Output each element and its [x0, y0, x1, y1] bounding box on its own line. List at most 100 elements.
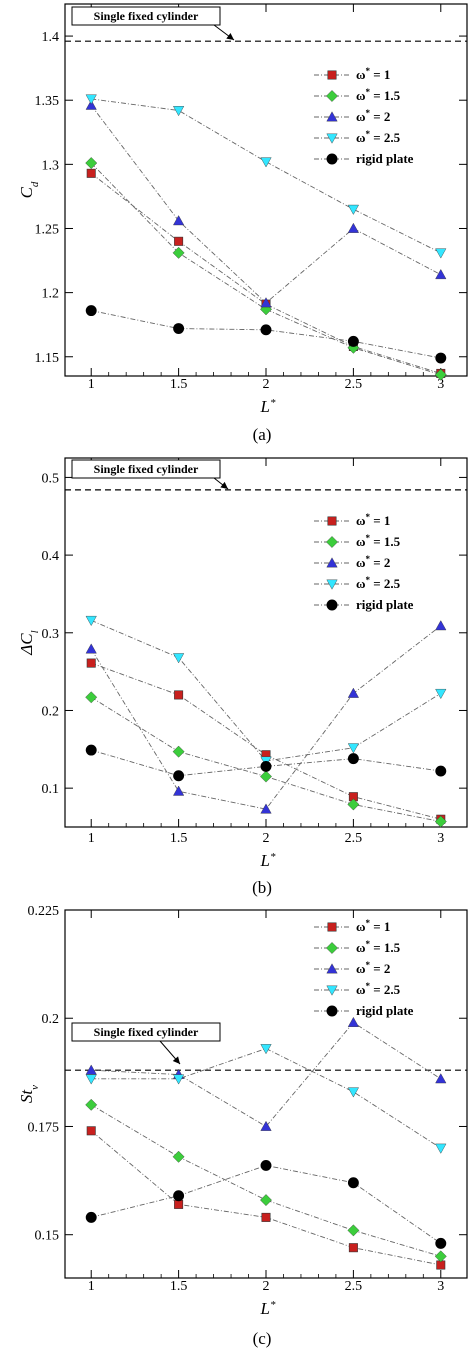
data-point-triangle-down — [347, 743, 359, 754]
data-point-triangle-up — [347, 222, 359, 233]
text-part: = 1 — [370, 67, 390, 82]
data-point-circle — [173, 323, 185, 334]
legend-label: ω* = 1 — [356, 66, 390, 82]
reference-label-box — [71, 459, 221, 479]
data-point-square — [86, 168, 96, 178]
text-part: = 2 — [370, 109, 390, 124]
legend-label: rigid plate — [356, 597, 414, 612]
legend-label: rigid plate — [356, 1003, 414, 1018]
text-part: = 1 — [370, 513, 390, 528]
data-point-square — [261, 1212, 271, 1222]
text-part: = 2.5 — [370, 130, 401, 145]
x-tick-label: 1 — [88, 831, 95, 846]
data-point-triangle-up — [347, 1016, 359, 1027]
legend-label: ω* = 1.5 — [356, 533, 401, 549]
superscript-star: * — [366, 939, 371, 949]
label-subscript: d — [29, 181, 41, 187]
data-point-diamond — [434, 368, 447, 381]
label-base: St — [17, 1089, 36, 1104]
data-point-triangle-up — [347, 687, 359, 698]
y-tick-label: 0.5 — [42, 471, 60, 486]
y-tick-label: 0.175 — [28, 1120, 60, 1135]
reference-arrow-head — [220, 481, 228, 489]
data-point-triangle-down — [326, 985, 338, 996]
text-part: = 1.5 — [370, 88, 401, 103]
panel-caption: (c) — [253, 1329, 272, 1348]
data-point-triangle-down — [260, 1044, 272, 1055]
x-tick-label: 3 — [437, 831, 444, 846]
data-point-diamond — [172, 1150, 185, 1163]
x-axis-label: L* — [260, 851, 276, 870]
x-tick-label: 3 — [437, 1279, 444, 1294]
data-point-diamond — [260, 770, 272, 783]
data-point-circle — [260, 760, 272, 772]
y-axis-label: ΔCl — [17, 630, 41, 655]
data-point-square — [86, 658, 96, 668]
series-line — [90, 625, 442, 810]
reference-label-box — [71, 6, 221, 26]
legend-label: ω* = 2.5 — [356, 129, 401, 145]
x-tick-label: 1 — [88, 1279, 95, 1294]
data-point-circle — [326, 153, 338, 165]
data-point-triangle-up — [260, 297, 272, 308]
data-point-triangle-up — [260, 1120, 272, 1131]
data-point-triangle-down — [347, 204, 359, 215]
y-tick-label: 1.4 — [42, 30, 60, 45]
series-line — [91, 98, 441, 254]
legend-label: ω* = 2.5 — [356, 981, 401, 997]
text-part: ω — [356, 109, 366, 124]
data-point-square — [348, 1243, 358, 1253]
superscript-star: * — [270, 851, 276, 863]
data-point-circle — [85, 305, 97, 317]
text-part: = 2.5 — [370, 982, 401, 997]
data-point-triangle-down — [435, 248, 447, 259]
y-axis-label: Stv — [17, 1085, 41, 1103]
data-point-circle — [260, 1159, 272, 1171]
data-point-triangle-up — [260, 803, 272, 814]
text-part: ω — [356, 940, 366, 955]
text-part: = 1.5 — [370, 534, 401, 549]
reference-label: Single fixed cylinder — [94, 1025, 199, 1039]
superscript-star: * — [366, 960, 371, 970]
y-tick-label: 0.225 — [28, 904, 60, 919]
x-tick-label: 2 — [263, 831, 270, 846]
chart-panel-3: 1 1.5 2 2.5 30.150.1750.20.225StvL*(c)Single… — [17, 904, 468, 1348]
text-part: L — [260, 1299, 270, 1318]
data-point-circle — [347, 753, 359, 765]
x-tick-label: 2 — [263, 377, 270, 392]
series-line — [91, 619, 442, 762]
legend-label: ω* = 2 — [356, 554, 390, 570]
x-tick-label: 2 — [263, 1279, 270, 1294]
data-point-triangle-down — [435, 1143, 447, 1154]
superscript-star: * — [366, 533, 371, 543]
legend-label: ω* = 2 — [356, 108, 390, 124]
data-point-diamond — [85, 157, 98, 170]
data-point-triangle-up — [85, 643, 97, 654]
x-tick-label: 1.5 — [170, 1279, 188, 1294]
text-part: ω — [356, 919, 366, 934]
data-point-diamond — [434, 815, 447, 828]
panel-caption: (a) — [253, 425, 272, 444]
data-point-triangle-down — [326, 579, 338, 590]
reference-arrow-head — [172, 1056, 180, 1064]
series-line — [90, 172, 441, 374]
data-point-triangle-down — [173, 653, 185, 664]
text-part: ω — [356, 961, 366, 976]
reference-label-box — [71, 1022, 221, 1042]
data-point-triangle-up — [173, 215, 185, 226]
x-tick-label: 2.5 — [345, 377, 363, 392]
data-point-diamond — [326, 90, 338, 102]
data-point-triangle-up — [326, 557, 338, 568]
data-point-diamond — [347, 798, 360, 811]
x-tick-label: 1.5 — [170, 377, 188, 392]
data-point-triangle-up — [85, 99, 97, 110]
data-point-triangle-down — [326, 133, 338, 144]
legend-label: ω* = 2.5 — [356, 575, 401, 591]
y-tick-label: 0.3 — [42, 627, 60, 642]
series-line — [91, 1048, 442, 1149]
superscript-star: * — [366, 918, 371, 928]
data-point-triangle-up — [435, 269, 447, 280]
data-point-circle — [260, 324, 272, 336]
y-tick-label: 1.3 — [42, 158, 60, 173]
